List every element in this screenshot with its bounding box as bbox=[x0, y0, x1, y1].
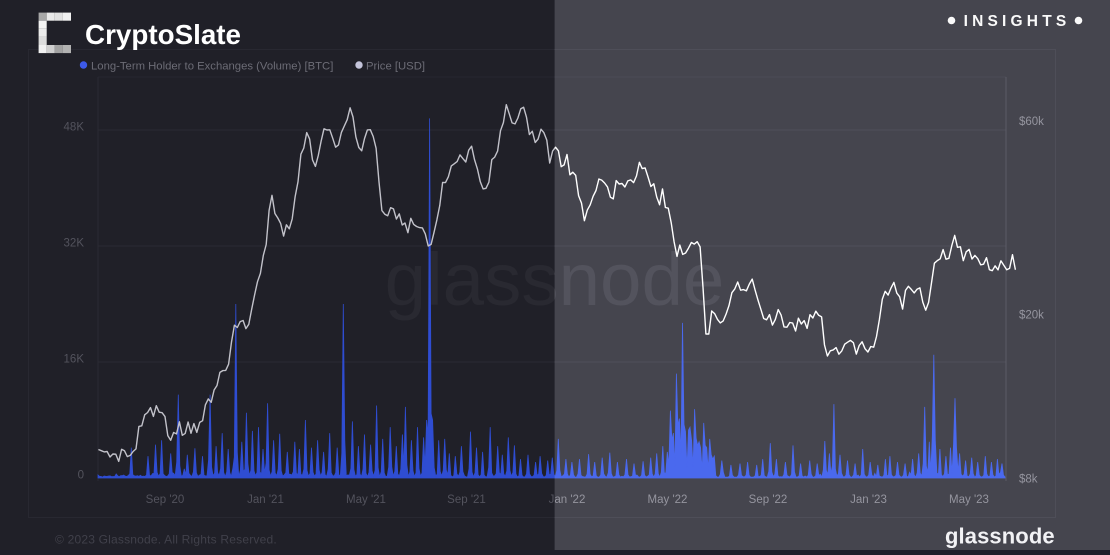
svg-text:Jan '23: Jan '23 bbox=[850, 494, 887, 506]
svg-text:glassnode: glassnode bbox=[385, 238, 725, 321]
svg-text:Jan '22: Jan '22 bbox=[549, 494, 586, 506]
svg-text:$20k: $20k bbox=[1019, 310, 1044, 322]
svg-text:glassnode: glassnode bbox=[945, 524, 1055, 549]
svg-text:32K: 32K bbox=[64, 237, 85, 249]
svg-text:$8k: $8k bbox=[1019, 474, 1038, 486]
svg-text:May '23: May '23 bbox=[949, 494, 989, 506]
svg-text:Jan '21: Jan '21 bbox=[247, 494, 284, 506]
svg-text:© 2023 Glassnode. All Rights R: © 2023 Glassnode. All Rights Reserved. bbox=[55, 533, 277, 547]
svg-text:glassnode: glassnode bbox=[385, 238, 725, 321]
svg-text:INSIGHTS: INSIGHTS bbox=[964, 13, 1071, 30]
svg-text:Price [USD]: Price [USD] bbox=[366, 61, 425, 73]
svg-text:May '21: May '21 bbox=[346, 494, 386, 506]
svg-text:Jan '22: Jan '22 bbox=[549, 494, 586, 506]
svg-text:Sep '22: Sep '22 bbox=[749, 494, 788, 506]
svg-text:Long-Term Holder to Exchanges: Long-Term Holder to Exchanges (Volume) [… bbox=[91, 61, 333, 73]
svg-text:May '22: May '22 bbox=[648, 494, 688, 506]
svg-text:0: 0 bbox=[78, 469, 84, 481]
svg-text:$60k: $60k bbox=[1019, 116, 1044, 128]
svg-text:16K: 16K bbox=[64, 353, 85, 365]
svg-text:Sep '20: Sep '20 bbox=[146, 494, 185, 506]
svg-text:Sep '21: Sep '21 bbox=[447, 494, 486, 506]
svg-text:48K: 48K bbox=[64, 121, 85, 133]
svg-text:CryptoSlate: CryptoSlate bbox=[85, 19, 241, 50]
